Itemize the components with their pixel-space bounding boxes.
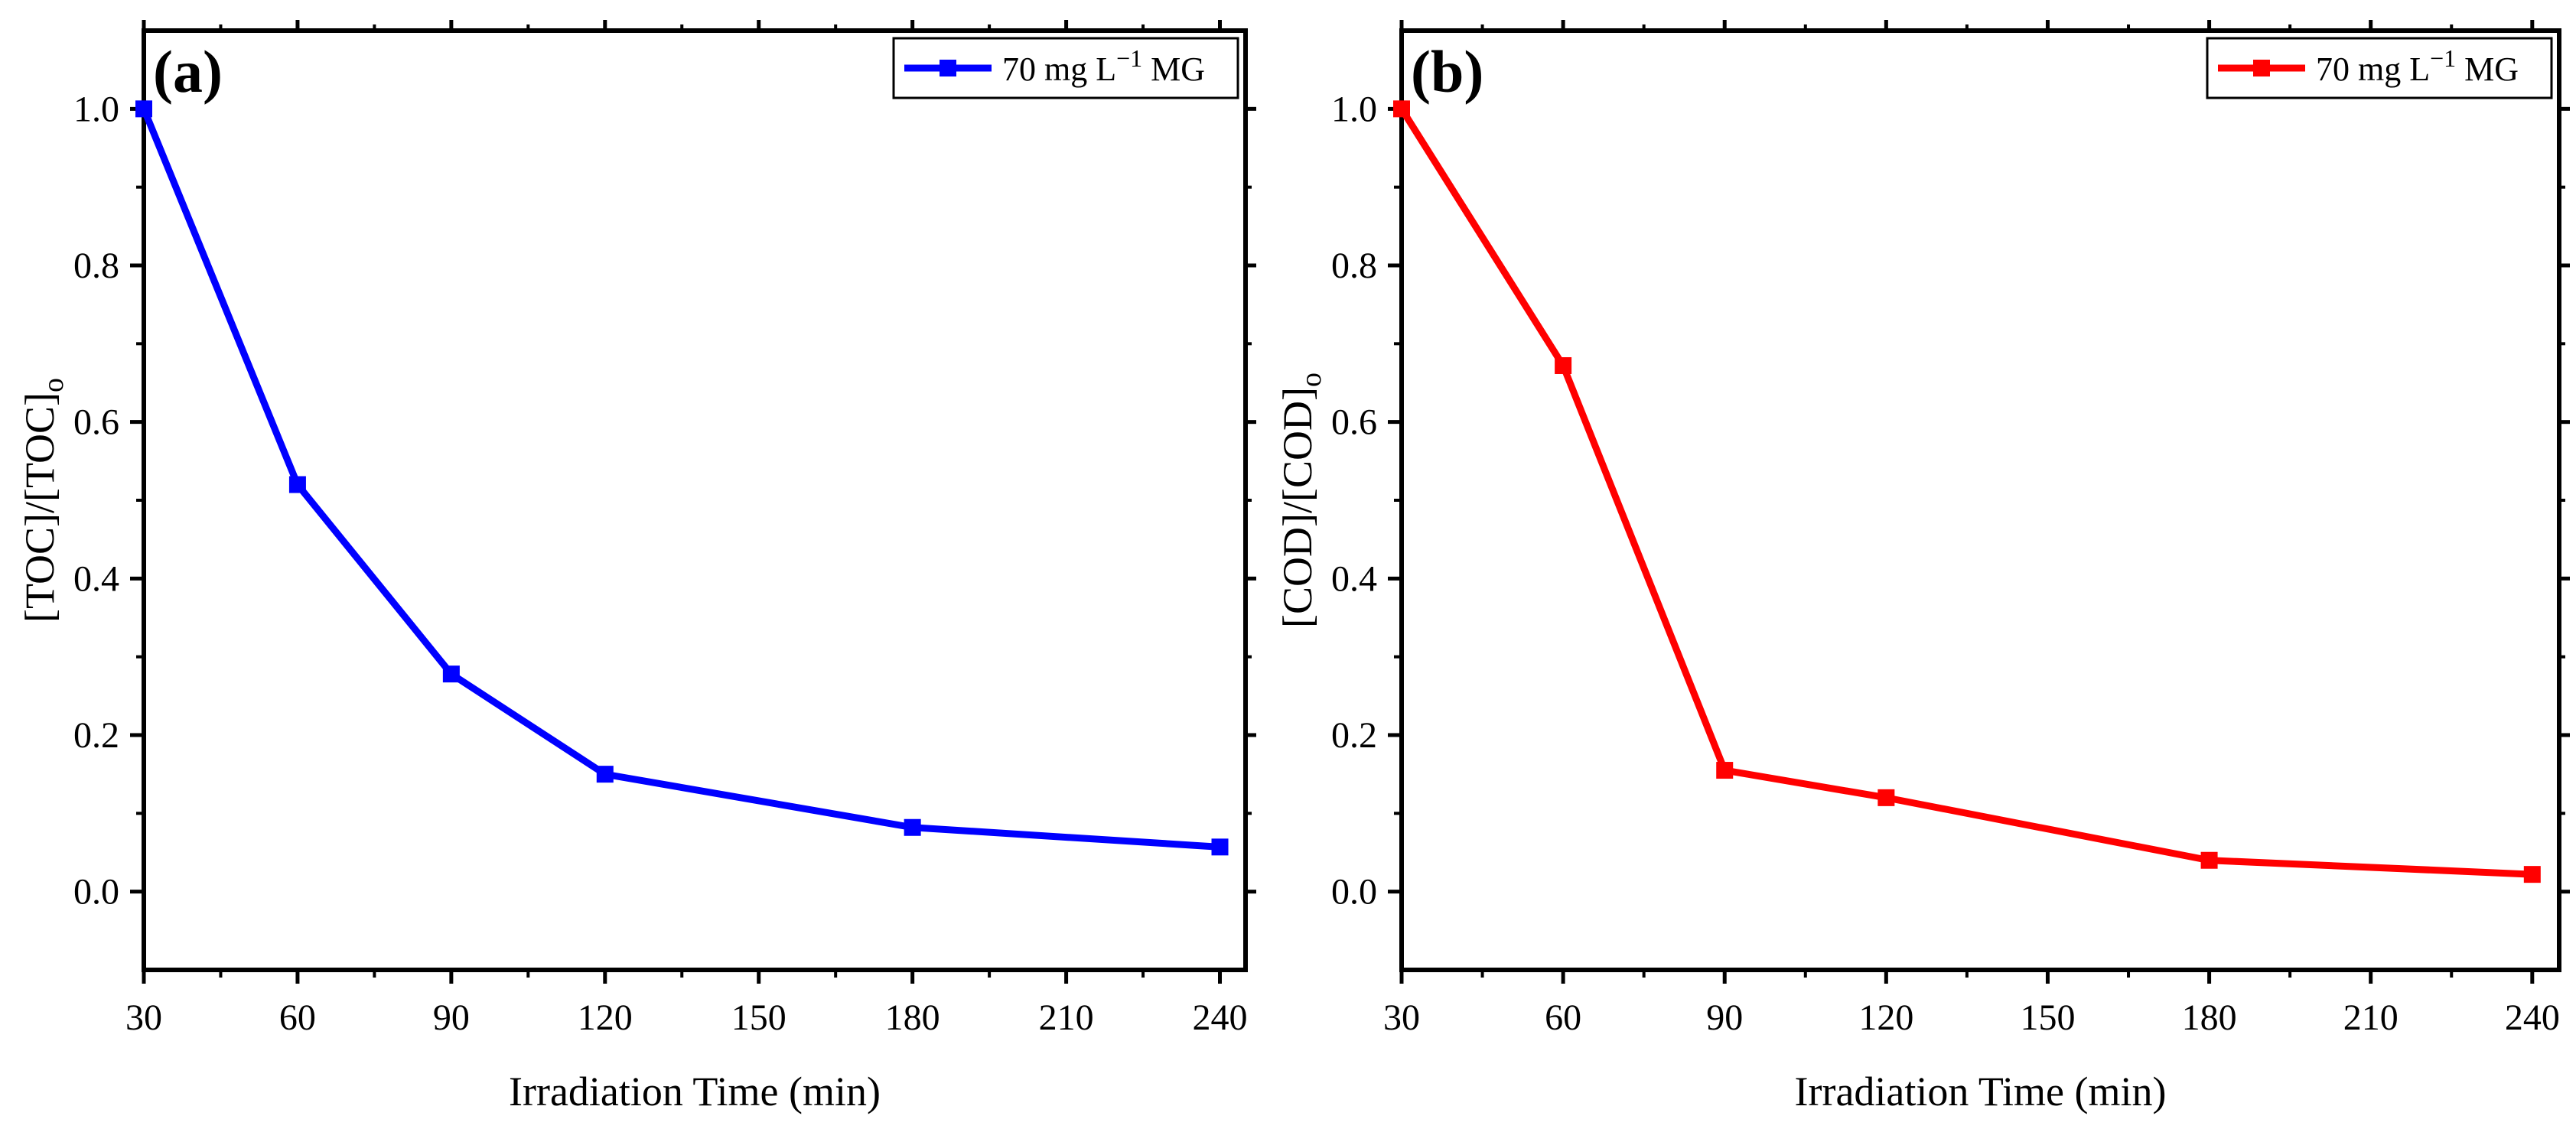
x-tick-label: 30 (125, 997, 162, 1038)
y-tick-label: 0.4 (73, 558, 119, 599)
x-tick-label: 60 (1545, 997, 1581, 1038)
x-axis-title: Irradiation Time (min) (509, 1069, 881, 1114)
panel-a: 30 60 90 120 150 180 210 240 0.0 0.2 0.4 0.6 0.8 1.0 I… (17, 20, 1256, 1114)
x-tick-label: 60 (279, 997, 316, 1038)
data-point (288, 476, 306, 493)
data-point (135, 100, 152, 118)
legend-marker (940, 60, 956, 76)
panel-b: 30 60 90 120 150 180 210 240 0.0 0.2 0.4 0.6 0.8 1.0 I… (1275, 20, 2570, 1114)
data-point (1393, 100, 1410, 118)
y-tick-label: 1.0 (1331, 89, 1377, 129)
x-tick-label: 90 (433, 997, 470, 1038)
x-tick-label: 240 (1193, 997, 1248, 1038)
series-line (140, 107, 1220, 851)
x-tick-label: 150 (2020, 997, 2075, 1038)
y-tick-label: 0.8 (1331, 246, 1377, 286)
x-tick-label: 30 (1383, 997, 1420, 1038)
y-tick-label: 0.8 (73, 246, 119, 286)
y-tick-label: 0.4 (1331, 558, 1377, 599)
y-tick-label: 1.0 (73, 89, 119, 129)
data-point (596, 766, 614, 783)
y-tick-label: 0.2 (1331, 715, 1377, 756)
x-tick-label: 150 (731, 997, 786, 1038)
x-tick-label: 180 (2182, 997, 2237, 1038)
series-line (1399, 106, 2533, 878)
data-point (1211, 838, 1229, 856)
panel-label: (b) (1411, 38, 1483, 105)
y-axis-title: [COD]/[COD]o (1275, 373, 1327, 628)
y-tick-label: 0.0 (73, 872, 119, 913)
data-point (1555, 356, 1572, 374)
x-tick-label: 120 (1858, 997, 1913, 1038)
y-axis-title: [TOC]/[TOC]o (17, 378, 70, 623)
y-tick-label: 0.6 (73, 402, 119, 443)
x-tick-label: 120 (578, 997, 633, 1038)
data-point (904, 818, 921, 836)
legend: 70 mg L−1 MG (2206, 37, 2553, 99)
y-tick-label: 0.2 (73, 715, 119, 756)
x-tick-label: 180 (885, 997, 940, 1038)
data-point (2523, 866, 2541, 883)
plot-frame (1399, 28, 2561, 972)
x-tick-label: 240 (2505, 997, 2560, 1038)
x-axis-title: Irradiation Time (min) (1795, 1069, 2167, 1114)
legend-marker (2253, 60, 2270, 76)
y-tick-label: 0.6 (1331, 402, 1377, 443)
x-tick-label: 210 (2343, 997, 2399, 1038)
legend-label: 70 mg L−1 MG (1002, 44, 1205, 88)
y-tick-label: 0.0 (1331, 872, 1377, 913)
data-point (1877, 789, 1895, 806)
legend-label: 70 mg L−1 MG (2316, 44, 2519, 88)
panel-label: (a) (153, 38, 223, 105)
data-point (2200, 851, 2218, 869)
x-tick-label: 210 (1039, 997, 1094, 1038)
data-point (442, 665, 460, 683)
legend: 70 mg L−1 MG (892, 37, 1239, 99)
data-point (1716, 762, 1734, 779)
x-tick-label: 90 (1706, 997, 1743, 1038)
